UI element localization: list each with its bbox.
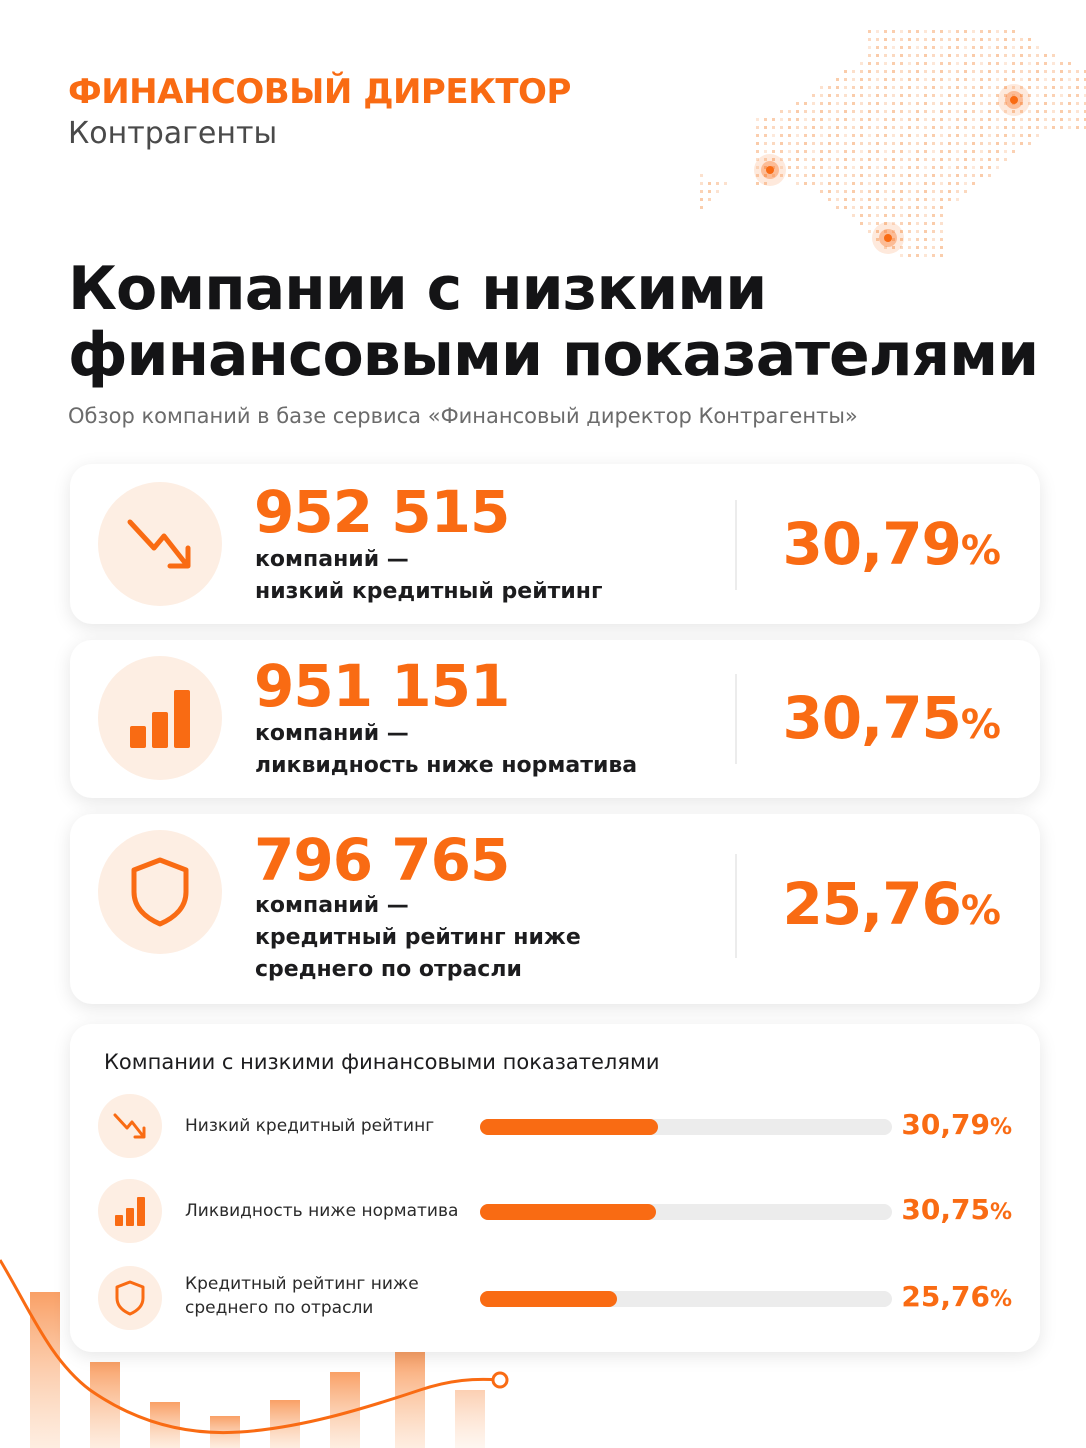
stat-percent: 30,75% — [782, 684, 1001, 752]
stat-description-line: компаний — — [255, 547, 409, 572]
percent-sign: % — [989, 1200, 1012, 1225]
decorative-point — [491, 1371, 509, 1389]
decorative-bar — [395, 1352, 425, 1448]
percent-sign: % — [960, 888, 1001, 934]
stat-description-line: низкий кредитный рейтинг — [255, 579, 603, 604]
stat-card-below-industry-rating: 796 765 компаний — кредитный рейтинг ниж… — [70, 814, 1040, 1004]
stat-description-line: среднего по отрасли — [255, 957, 522, 982]
progress-fill — [480, 1291, 618, 1307]
russia-dot-map — [700, 30, 1086, 257]
stat-description-line: компаний — — [255, 721, 409, 746]
stat-card-low-credit-rating: 952 515 компаний — низкий кредитный рейт… — [70, 464, 1040, 624]
brand-subtitle: Контрагенты — [68, 116, 278, 151]
decorative-line — [0, 1259, 501, 1435]
decorative-chart — [0, 1259, 509, 1448]
summary-title: Компании с низкими финансовыми показател… — [104, 1050, 660, 1074]
progress-fill — [480, 1119, 659, 1135]
stat-description-line: кредитный рейтинг ниже — [255, 925, 581, 950]
progress-track — [480, 1119, 892, 1135]
summary-row-label: Низкий кредитный рейтинг — [185, 1114, 434, 1138]
page-title-line-2: финансовыми показателями — [68, 320, 1039, 390]
stat-description-line: ликвидность ниже норматива — [255, 753, 638, 778]
stat-card-low-liquidity: 951 151 компаний — ликвидность ниже норм… — [70, 640, 1040, 798]
summary-row-percent-value: 30,79 — [901, 1108, 990, 1141]
stat-percent: 30,79% — [782, 510, 1001, 578]
shield-icon — [98, 1266, 162, 1330]
trend-down-icon — [98, 1094, 162, 1158]
page-title: Компании с низкими финансовыми показател… — [68, 254, 1039, 390]
summary-row-percent: 30,75% — [901, 1193, 1012, 1226]
decorative-bar — [455, 1390, 485, 1448]
percent-sign: % — [989, 1115, 1012, 1140]
brand-logo: ФИНАНСОВЫЙ ДИРЕКТОР Контрагенты — [68, 72, 571, 154]
summary-row-percent: 30,79% — [901, 1108, 1012, 1141]
stat-percent-value: 25,76 — [782, 870, 961, 938]
progress-track — [480, 1291, 892, 1307]
summary-row-label-line: Ликвидность ниже норматива — [185, 1201, 459, 1221]
stat-percent-value: 30,75 — [782, 684, 961, 752]
summary-row-label: Ликвидность ниже норматива — [185, 1199, 458, 1223]
divider — [735, 674, 737, 764]
percent-sign: % — [960, 702, 1001, 748]
stat-description-line: компаний — — [255, 893, 409, 918]
bar-chart-icon — [98, 656, 222, 780]
decorative-bar — [30, 1292, 60, 1448]
divider — [735, 500, 737, 590]
divider — [735, 854, 737, 958]
stat-percent: 25,76% — [782, 870, 1001, 938]
summary-row-label-line: среднего по отрасли — [185, 1298, 374, 1318]
summary-row-percent-value: 25,76 — [901, 1280, 990, 1313]
page-title-line-1: Компании с низкими — [68, 254, 767, 324]
summary-row-percent: 25,76% — [901, 1280, 1012, 1313]
progress-track — [480, 1204, 892, 1220]
stat-description: компаний — ликвидность ниже норматива — [255, 718, 637, 782]
stat-value: 951 151 — [254, 652, 510, 720]
summary-row-percent-value: 30,75 — [901, 1193, 990, 1226]
stat-description: компаний — кредитный рейтинг ниже средне… — [255, 890, 581, 986]
shield-icon — [98, 830, 222, 954]
summary-row-label-line: Кредитный рейтинг ниже — [185, 1274, 419, 1294]
stat-value: 952 515 — [254, 478, 510, 546]
trend-down-icon — [98, 482, 222, 606]
summary-row-label: Кредитный рейтинг ниже среднего по отрас… — [185, 1272, 419, 1320]
page-subtitle: Обзор компаний в базе сервиса «Финансовы… — [68, 404, 858, 428]
bar-chart-icon — [98, 1179, 162, 1243]
summary-row-label-line: Низкий кредитный рейтинг — [185, 1116, 435, 1136]
percent-sign: % — [960, 528, 1001, 574]
percent-sign: % — [989, 1287, 1012, 1312]
brand-title: ФИНАНСОВЫЙ ДИРЕКТОР — [68, 72, 571, 112]
stat-value: 796 765 — [254, 826, 510, 894]
stat-description: компаний — низкий кредитный рейтинг — [255, 544, 602, 608]
summary-panel: Компании с низкими финансовыми показател… — [70, 1024, 1040, 1352]
progress-fill — [480, 1204, 656, 1220]
stat-percent-value: 30,79 — [782, 510, 961, 578]
